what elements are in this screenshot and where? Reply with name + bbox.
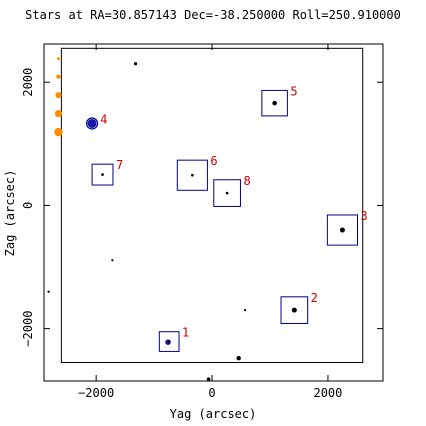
selected-star-2: 2: [280, 291, 318, 324]
y-tick-labels: −2000 0 2000: [21, 68, 35, 347]
x-tick-label: −2000: [78, 386, 114, 400]
star-point: [133, 62, 138, 66]
x-tick-label: 2000: [313, 386, 342, 400]
star-centroid: [191, 173, 194, 177]
y-tick-label: 0: [21, 202, 35, 209]
y-tick-label: −2000: [21, 311, 35, 347]
star-point: [236, 356, 241, 361]
x-tick-label: 0: [208, 386, 215, 400]
star-id-label: 6: [210, 154, 217, 168]
search-box: [261, 89, 288, 117]
fiducial-marker: [56, 57, 60, 61]
search-box: [91, 163, 114, 186]
axis-ticks: [44, 44, 383, 381]
selected-star-7: 7: [91, 158, 123, 186]
fiducial-marker: [56, 74, 61, 79]
selected-stars: 1 2 3 4 5 6 7 8: [85, 84, 368, 352]
chart-title: Stars at RA=30.857143 Dec=-38.250000 Rol…: [25, 8, 401, 22]
selected-star-3: 3: [326, 209, 368, 246]
star-id-label: 7: [116, 158, 123, 172]
star-centroid: [167, 340, 171, 343]
fiducial-markers: [54, 57, 63, 137]
search-box: [158, 331, 180, 352]
star-point: [243, 309, 247, 312]
ccd-boundary: [60, 47, 364, 364]
star-id-label: 4: [100, 112, 107, 126]
catalog-stars: [47, 62, 345, 381]
search-box: [280, 296, 309, 324]
star-id-label: 8: [243, 174, 250, 188]
star-centroid: [293, 308, 296, 312]
search-box: [176, 159, 208, 191]
search-box: [213, 179, 241, 207]
guide-circle: [85, 117, 99, 130]
plot-frame: [43, 43, 384, 382]
star-id-label: 1: [182, 326, 189, 340]
star-centroid: [101, 173, 104, 176]
star-centroid: [225, 191, 229, 195]
selected-star-1: 1: [158, 326, 189, 352]
fiducial-marker: [54, 127, 63, 137]
star-point: [87, 118, 97, 128]
y-tick-label: 2000: [21, 68, 35, 97]
star-centroid: [273, 101, 276, 105]
search-box: [326, 214, 359, 246]
y-axis-label: Zag (arcsec): [3, 170, 17, 257]
x-axis-label: Yag (arcsec): [170, 407, 257, 421]
star-point: [206, 377, 211, 381]
selected-star-6: 6: [176, 154, 218, 191]
star-id-label: 3: [361, 209, 368, 223]
star-point: [111, 259, 114, 262]
x-tick-labels: −2000 0 2000: [78, 386, 342, 400]
star-centroid: [341, 228, 344, 232]
fiducial-marker: [54, 110, 63, 118]
star-id-label: 5: [290, 84, 297, 98]
selected-star-4: 4: [85, 112, 107, 130]
star-point: [47, 290, 50, 293]
selected-star-5: 5: [261, 84, 298, 117]
star-id-label: 2: [311, 291, 318, 305]
selected-star-8: 8: [213, 174, 251, 207]
fiducial-marker: [55, 92, 62, 99]
